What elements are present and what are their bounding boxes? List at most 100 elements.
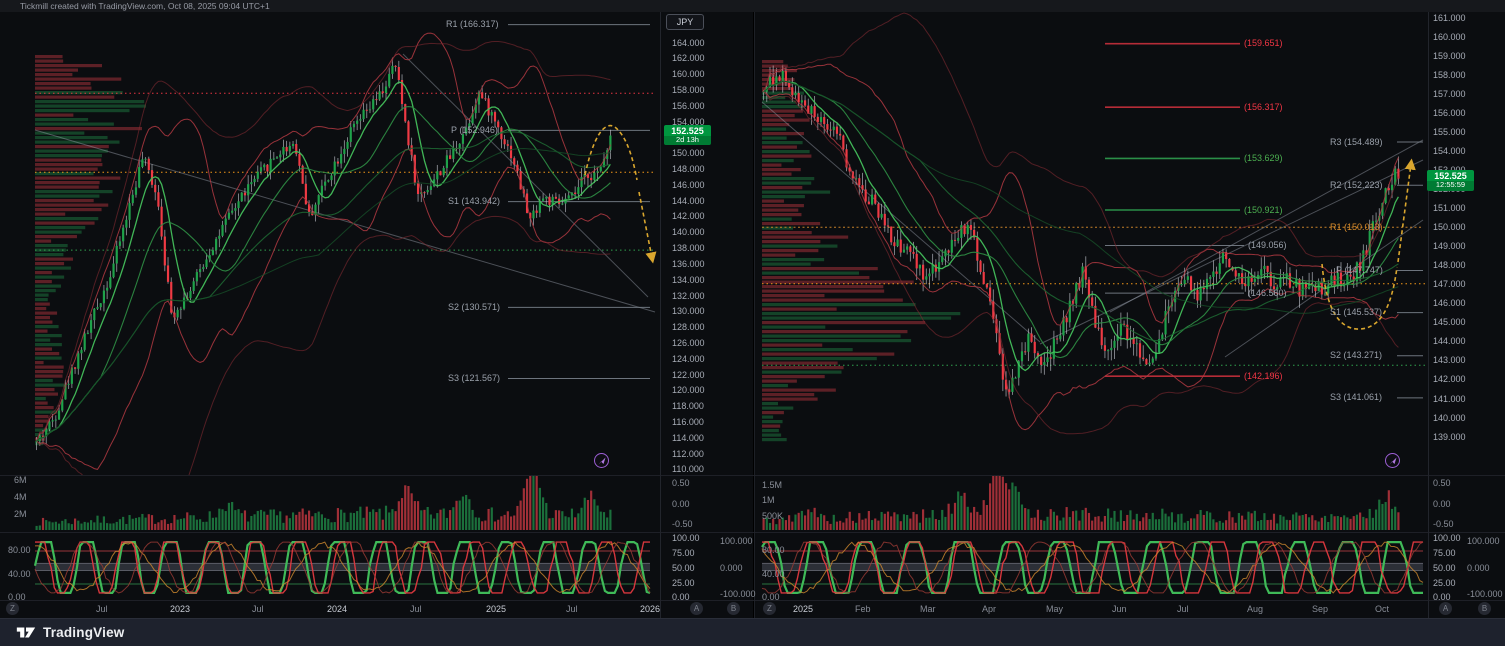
tradingview-logo[interactable]: TradingView	[16, 624, 124, 641]
currency-button-jpy[interactable]: JPY	[666, 14, 704, 30]
price-axis-tick: 132.000	[672, 290, 705, 301]
price-axis-tick: 140.000	[1433, 412, 1466, 423]
last-price-badge-right: 152.525 12:55:59	[1427, 170, 1474, 191]
axis-tick: -100.000	[1467, 589, 1503, 599]
price-axis-tick: 162.000	[672, 53, 705, 64]
time-axis-button-b[interactable]: B	[1478, 602, 1491, 615]
price-axis-tick: 116.000	[672, 417, 704, 428]
price-axis-tick: 156.000	[1433, 107, 1466, 118]
chart-panel-left: JPY 152.525 2d 13h R1 (166.317) P (152.94…	[0, 12, 756, 618]
attribution-bar: Tickmill created with TradingView.com, O…	[0, 0, 1505, 12]
level-label: P (147.747)	[1336, 264, 1383, 275]
price-axis-tick: 154.000	[672, 116, 705, 127]
price-axis-tick: 143.000	[1433, 355, 1466, 366]
volume-oscillator-pane-separator[interactable]	[0, 532, 1505, 533]
volume-pane[interactable]	[762, 476, 1400, 530]
scroll-to-recent-button[interactable]	[1385, 453, 1400, 468]
price-pane[interactable]	[761, 12, 1427, 442]
price-axis-tick: 158.000	[672, 84, 705, 95]
price-axis-tick: 160.000	[1433, 31, 1466, 42]
price-axis-tick: 150.000	[672, 148, 705, 159]
time-axis-separator	[0, 600, 1505, 601]
axis-tick: 80.00	[762, 545, 785, 555]
chart-panel-right: 152.525 12:55:59 (159.651) (156.317) R3 (1…	[755, 12, 1505, 618]
scroll-to-recent-button[interactable]	[594, 453, 609, 468]
time-axis-label: Mar	[920, 604, 936, 614]
price-axis-tick: 161.000	[1433, 12, 1466, 23]
price-volume-pane-separator[interactable]	[0, 475, 1505, 476]
time-axis-label: Feb	[855, 604, 871, 614]
level-label: (150.921)	[1244, 204, 1283, 215]
compass-arrow-icon	[1389, 457, 1397, 465]
time-axis-button-z[interactable]: Z	[6, 602, 19, 615]
axis-tick: 50.00	[1433, 563, 1456, 573]
oscillator-pane[interactable]	[33, 540, 651, 595]
axis-tick: 2M	[14, 509, 27, 519]
axis-tick: 0.00	[672, 499, 690, 509]
price-axis-tick: 122.000	[672, 369, 705, 380]
time-axis-label: Jul	[96, 604, 108, 614]
candles	[762, 64, 1400, 399]
right-chart-canvas[interactable]	[755, 12, 1505, 618]
axis-tick: 0.00	[8, 592, 26, 602]
volume-pane[interactable]	[35, 476, 612, 530]
time-axis-button-b[interactable]: B	[727, 602, 740, 615]
price-axis-tick: 159.000	[1433, 50, 1466, 61]
trendline	[402, 53, 649, 298]
axis-tick: 100.000	[720, 536, 753, 546]
price-pane[interactable]	[34, 24, 657, 529]
time-axis-button-a[interactable]: A	[1439, 602, 1452, 615]
time-axis-label: Jul	[410, 604, 422, 614]
price-axis-tick: 146.000	[1433, 298, 1466, 309]
axis-tick: 1M	[762, 495, 775, 505]
level-label: (142.196)	[1244, 370, 1283, 381]
level-label: S3 (121.567)	[448, 373, 501, 384]
axis-tick: 80.00	[8, 545, 31, 555]
last-price-badge-left: 152.525 2d 13h	[664, 124, 711, 146]
level-label: R2 (152.223)	[1330, 179, 1383, 190]
time-axis-button-z[interactable]: Z	[763, 602, 776, 615]
time-axis-label: Aug	[1247, 604, 1264, 614]
projection-path	[584, 124, 638, 181]
price-axis-tick: 157.000	[1433, 88, 1466, 99]
axis-tick: 75.00	[1433, 548, 1456, 558]
price-axis-tick: 144.000	[672, 195, 705, 206]
price-axis-tick: 145.000	[1433, 317, 1466, 328]
time-axis-label: Jul	[566, 604, 578, 614]
price-axis-tick: 156.000	[672, 100, 705, 111]
price-axis-tick: 112.000	[672, 448, 704, 459]
panel-divider	[753, 12, 755, 618]
axis-tick: 40.00	[762, 569, 785, 579]
axis-tick: 1.5M	[762, 480, 783, 490]
time-axis-button-a[interactable]: A	[690, 602, 703, 615]
level-label: R1 (166.317)	[446, 19, 499, 30]
price-axis-tick: 144.000	[1433, 336, 1466, 347]
price-axis-tick: 153.000	[1433, 165, 1466, 175]
time-axis-label: Jul	[252, 604, 264, 614]
time-axis-label: 2026	[640, 604, 661, 614]
time-axis-label: 2024	[327, 604, 348, 614]
price-axis-tick: 155.000	[1433, 126, 1466, 137]
left-chart-canvas[interactable]	[0, 12, 753, 618]
oscillator-pane[interactable]	[761, 540, 1424, 595]
level-label: R1 (150.013)	[1330, 221, 1383, 232]
price-axis-tick: 128.000	[672, 322, 705, 333]
price-axis-tick: 151.000	[1433, 203, 1466, 213]
time-axis-label: May	[1046, 604, 1064, 614]
axis-tick: 0.000	[1467, 563, 1490, 573]
footer-bar: TradingView	[0, 618, 1505, 646]
level-label: S3 (141.061)	[1330, 392, 1383, 403]
level-label: (149.056)	[1248, 240, 1287, 251]
trendline	[34, 129, 656, 313]
axis-tick: 0.00	[762, 592, 780, 602]
price-axis-tick: 138.000	[672, 243, 705, 254]
time-axis-label: Jun	[1112, 604, 1127, 614]
price-axis-tick: 136.000	[672, 258, 705, 269]
time-axis-label: Jul	[1177, 604, 1189, 614]
last-price-value: 152.525	[671, 125, 704, 136]
candles	[35, 57, 612, 451]
axis-tick: 25.00	[672, 578, 695, 588]
price-axis-tick: 146.000	[672, 179, 705, 190]
price-axis-tick: 124.000	[672, 353, 705, 364]
